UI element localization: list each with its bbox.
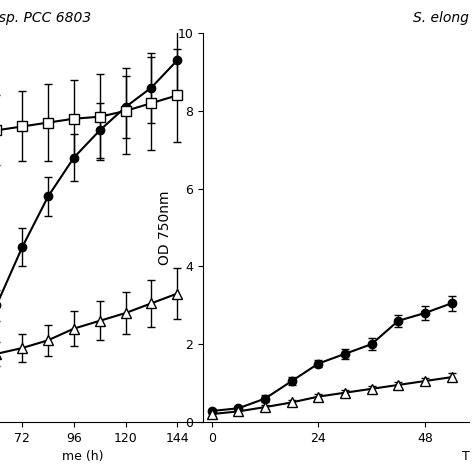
Y-axis label: OD 750nm: OD 750nm (158, 190, 172, 265)
Text: S. elong: S. elong (413, 11, 469, 26)
Text: astis sp. PCC 6803: astis sp. PCC 6803 (0, 11, 91, 26)
X-axis label: me (h): me (h) (62, 450, 103, 463)
X-axis label: T: T (462, 450, 469, 463)
